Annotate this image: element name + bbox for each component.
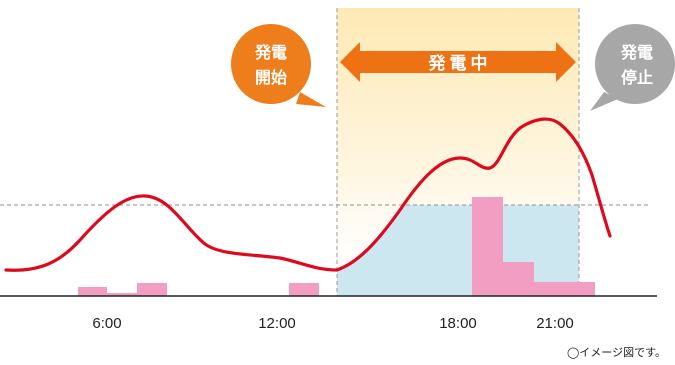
x-tick-label: 12:00 — [258, 315, 296, 332]
generating-label: 発電中 — [428, 53, 492, 74]
usage-bar — [472, 197, 503, 296]
generation-stop-bubble: 発電 停止 — [590, 24, 675, 111]
start-bubble-line2: 開始 — [255, 68, 287, 87]
x-tick-label: 6:00 — [92, 315, 121, 332]
x-tick-label: 18:00 — [439, 315, 477, 332]
demand-curve — [4, 117, 612, 272]
usage-bar — [78, 287, 107, 296]
usage-bar — [289, 283, 319, 296]
usage-bar — [565, 282, 595, 296]
usage-bar — [137, 283, 167, 296]
usage-bar — [534, 282, 565, 296]
x-tick-label: 21:00 — [536, 315, 574, 332]
generation-start-bubble: 発電 開始 — [231, 24, 326, 107]
generating-arrow: 発電中 — [340, 42, 576, 82]
start-bubble-line1: 発電 — [254, 43, 287, 62]
usage-bar — [107, 293, 137, 296]
image-note: ◯イメージ図です。 — [567, 346, 666, 359]
stop-bubble-line1: 発電 — [620, 43, 653, 62]
usage-bar — [503, 262, 534, 296]
stop-bubble-line2: 停止 — [621, 68, 653, 87]
